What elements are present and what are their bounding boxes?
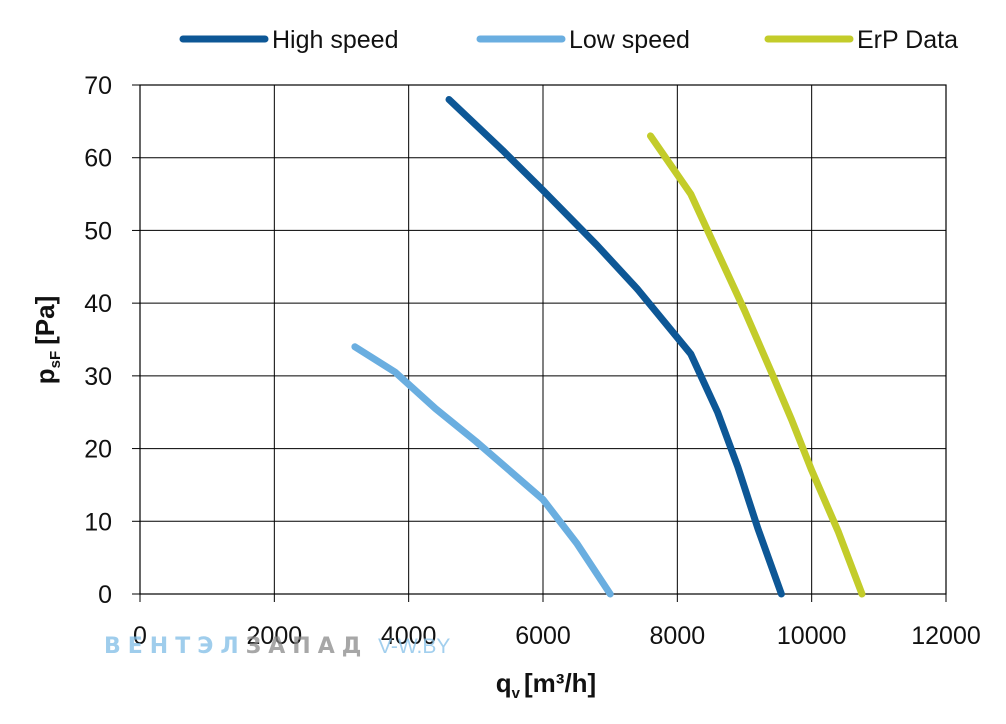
y-tick-label: 10 bbox=[84, 508, 112, 536]
x-axis-ticks: 0 2000 4000 6000 8000 10000 12000 bbox=[133, 594, 981, 650]
y-tick-label: 70 bbox=[84, 72, 112, 100]
y-tick-label: 20 bbox=[84, 436, 112, 464]
x-tick-label: 12000 bbox=[911, 622, 981, 650]
y-tick-label: 40 bbox=[84, 290, 112, 318]
legend-label-erp-data: ErP Data bbox=[857, 26, 958, 54]
grid bbox=[139, 84, 947, 595]
x-axis-label: qv [m³/h] bbox=[496, 668, 596, 702]
series-line-erp-data bbox=[647, 132, 866, 598]
y-axis-label-sub: sF bbox=[47, 351, 64, 369]
legend: High speed Low speed ErP Data bbox=[179, 26, 958, 54]
y-tick-label: 60 bbox=[84, 145, 112, 173]
x-axis-label-rest: [m³/h] bbox=[524, 668, 596, 698]
series-line-low-speed bbox=[351, 343, 614, 598]
legend-label-high-speed: High speed bbox=[272, 26, 398, 54]
x-axis-label-sub: v bbox=[512, 685, 521, 702]
x-axis-label-main: q bbox=[496, 668, 512, 698]
watermark-part1: ВЕНТЭЛ bbox=[104, 634, 246, 659]
x-tick-label: 2000 bbox=[247, 622, 303, 650]
y-axis-label: psF [Pa] bbox=[30, 296, 64, 385]
legend-label-low-speed: Low speed bbox=[569, 26, 690, 54]
series-lines bbox=[351, 96, 866, 598]
watermark-site: V-W.BY bbox=[378, 635, 450, 658]
y-tick-label: 50 bbox=[84, 217, 112, 245]
y-axis-label-main: p bbox=[30, 368, 60, 384]
x-tick-label: 10000 bbox=[777, 622, 847, 650]
x-tick-label: 6000 bbox=[515, 622, 571, 650]
x-tick-label: 8000 bbox=[650, 622, 706, 650]
series-line-high-speed bbox=[445, 96, 785, 598]
y-tick-label: 30 bbox=[84, 363, 112, 391]
x-tick-label: 0 bbox=[133, 622, 147, 650]
y-tick-label: 0 bbox=[98, 581, 112, 609]
x-tick-label: 4000 bbox=[381, 622, 437, 650]
y-axis-ticks: 0 10 20 30 40 50 60 70 bbox=[84, 72, 140, 609]
y-axis-label-rest: [Pa] bbox=[30, 296, 60, 345]
watermark: ВЕНТЭЛЗАПАД bbox=[104, 634, 368, 659]
watermark-part2: ЗАПАД bbox=[246, 634, 369, 659]
